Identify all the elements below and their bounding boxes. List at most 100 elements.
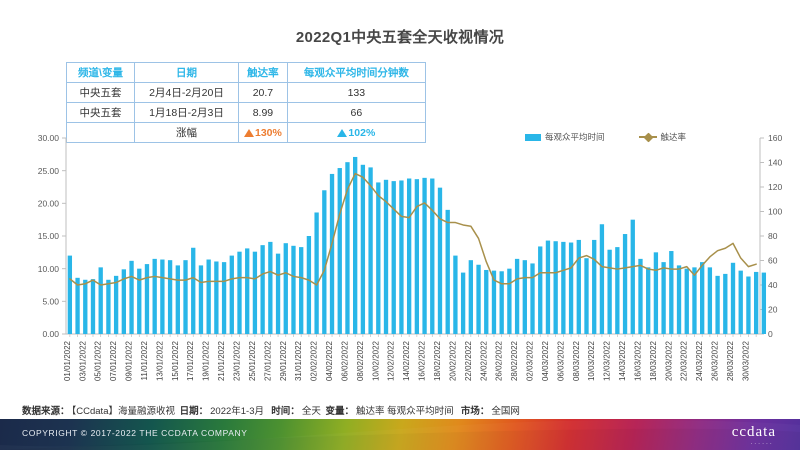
- x-tick-label: 19/01/2022: [202, 340, 211, 381]
- x-tick-label: 16/03/2022: [633, 340, 642, 381]
- bar: [221, 262, 227, 334]
- svg-text:15.00: 15.00: [38, 231, 60, 241]
- bar: [144, 264, 150, 334]
- bar: [646, 267, 651, 334]
- bar: [422, 177, 427, 334]
- bar: [453, 255, 458, 334]
- bar: [584, 258, 589, 334]
- x-tick-label: 31/01/2022: [294, 340, 303, 381]
- x-tick-label: 30/03/2022: [741, 340, 750, 381]
- bar: [376, 182, 381, 334]
- bar: [160, 259, 165, 334]
- summary-table: 频道\变量 日期 触达率 每观众平均时间分钟数 中央五套 2月4日-2月20日 …: [66, 62, 426, 143]
- bar: [113, 275, 119, 334]
- svg-text:0: 0: [768, 329, 773, 339]
- bar: [353, 156, 358, 334]
- x-tick-label: 07/01/2022: [109, 340, 118, 381]
- up-arrow-icon: [244, 128, 254, 137]
- x-tick-label: 27/01/2022: [263, 340, 272, 381]
- x-tick-label: 24/03/2022: [695, 340, 704, 381]
- bar: [669, 251, 674, 334]
- bar: [106, 279, 111, 334]
- legend-item-bar: 每观众平均时间: [525, 131, 605, 143]
- x-tick-label: 21/01/2022: [217, 340, 226, 381]
- table-header-minutes: 每观众平均时间分钟数: [286, 62, 426, 83]
- svg-text:20.00: 20.00: [38, 199, 60, 209]
- svg-text:10.00: 10.00: [38, 264, 60, 274]
- bar: [622, 234, 628, 334]
- x-tick-label: 06/03/2022: [556, 340, 565, 381]
- source-note: 数据来源： 【CCdata】海量融源收视 日期： 2022年1-3月 时间： 全天 变…: [22, 403, 522, 417]
- x-tick-label: 06/02/2022: [340, 340, 349, 381]
- reach-growth-value: 130%: [255, 126, 282, 139]
- bar: [545, 240, 551, 334]
- bar: [175, 265, 180, 334]
- legend-line-swatch-icon: [638, 133, 657, 141]
- variable-label: 变量：: [325, 406, 354, 417]
- svg-text:5.00: 5.00: [42, 297, 59, 307]
- bar: [268, 241, 273, 334]
- bar: [383, 179, 389, 334]
- legend-item-line: 触达率: [638, 131, 687, 143]
- bar: [214, 261, 219, 334]
- svg-text:20: 20: [768, 305, 778, 315]
- time-label: 时间：: [271, 406, 300, 417]
- bar: [275, 253, 281, 334]
- bar: [700, 262, 705, 334]
- cell-reach: 20.7: [238, 82, 288, 103]
- bar: [337, 168, 342, 334]
- table-header-date: 日期: [134, 62, 239, 83]
- x-tick-label: 08/02/2022: [356, 340, 365, 381]
- bar: [761, 272, 767, 334]
- bar: [607, 249, 612, 334]
- x-tick-label: 10/02/2022: [371, 340, 380, 381]
- bar: [592, 239, 597, 334]
- svg-text:25.00: 25.00: [38, 166, 60, 176]
- bar: [568, 242, 574, 334]
- bar: [399, 180, 404, 334]
- bar: [553, 241, 558, 334]
- x-tick-label: 11/01/2022: [140, 340, 149, 380]
- x-tick-label: 17/01/2022: [186, 340, 195, 381]
- bar: [599, 224, 605, 334]
- x-tick-label: 18/03/2022: [649, 340, 658, 381]
- x-tick-label: 15/01/2022: [171, 340, 180, 381]
- brand-dots: ......: [750, 440, 774, 446]
- up-arrow-icon: [337, 128, 348, 137]
- bar: [329, 173, 335, 334]
- x-tick-label: 05/01/2022: [94, 340, 103, 381]
- bar: [538, 246, 543, 334]
- cell-minutes: 66: [286, 102, 426, 123]
- x-tick-label: 02/03/2022: [526, 340, 535, 381]
- table-row: 中央五套 2月4日-2月20日 20.7 133: [66, 82, 426, 103]
- legend-label-line: 触达率: [660, 132, 687, 142]
- bar: [368, 167, 373, 334]
- bar: [692, 267, 697, 334]
- svg-text:80: 80: [768, 231, 778, 241]
- bar: [260, 245, 265, 334]
- minutes-growth-value: 102%: [348, 126, 376, 139]
- bar: [653, 252, 659, 334]
- cell-date: 1月18日-2月3日: [134, 102, 239, 123]
- bar: [437, 187, 443, 334]
- cell-channel: 中央五套: [66, 82, 135, 103]
- bar: [468, 260, 473, 334]
- x-tick-label: 28/02/2022: [510, 340, 519, 381]
- x-tick-label: 28/03/2022: [726, 340, 735, 381]
- market-label: 市场：: [460, 406, 490, 417]
- bar: [414, 179, 420, 334]
- variable-value: 触达率 每观众平均时间: [355, 406, 454, 417]
- bar: [676, 265, 682, 334]
- svg-text:140: 140: [768, 158, 782, 168]
- x-tick-label: 20/02/2022: [448, 340, 457, 381]
- x-tick-label: 26/03/2022: [711, 340, 720, 381]
- bar: [229, 255, 234, 334]
- table-header-channel: 频道\变量: [66, 62, 135, 83]
- cell-reach: 8.99: [238, 102, 288, 123]
- bar: [360, 164, 366, 334]
- bar: [715, 275, 720, 334]
- bar: [67, 255, 73, 334]
- bar: [746, 276, 751, 334]
- bar: [723, 273, 728, 334]
- bar: [391, 181, 396, 334]
